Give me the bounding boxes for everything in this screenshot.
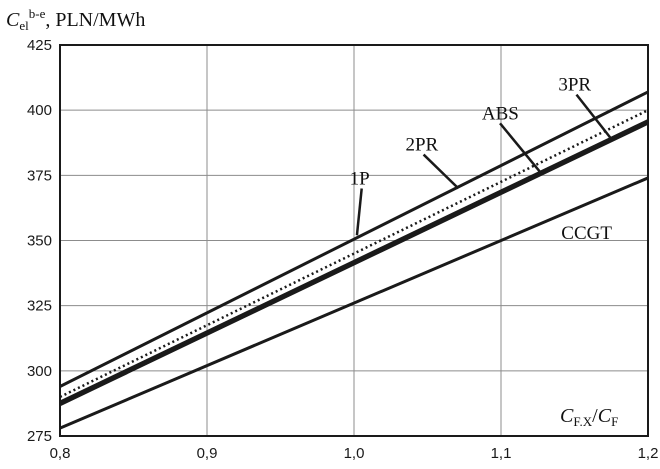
y-tick-label-325: 325 [27, 298, 52, 315]
x-tick-label-0-9: 0,9 [197, 445, 218, 462]
annotations: 3PR ABS 2PR 1P CCGT [350, 75, 613, 245]
y-axis-label: Celb-e, PLN/MWh [6, 6, 145, 33]
tick-labels: 0,8 0,9 1,0 1,1 1,2 275 300 325 350 375 400 425 [27, 37, 658, 462]
series-line-2pr [59, 119, 649, 404]
series-line-abs [59, 109, 649, 399]
annotation-leader-3pr [575, 93, 613, 140]
series-line-1p [59, 90, 649, 388]
annotation-ccgt: CCGT [561, 223, 612, 244]
plot-frame [59, 44, 649, 437]
annotation-leader-abs [499, 122, 542, 174]
x-axis-label: CF.X/CF [560, 405, 618, 429]
x-axis-label-sub2: F [611, 414, 618, 429]
annotation-abs: ABS [482, 103, 519, 124]
x-tick-label-1-1: 1,1 [491, 445, 512, 462]
y-tick-label-350: 350 [27, 233, 52, 250]
series-lines [59, 90, 649, 430]
y-tick-label-300: 300 [27, 363, 52, 380]
series-line-3pr [59, 121, 649, 407]
x-tick-label-0-8: 0,8 [50, 445, 71, 462]
x-axis-label-slash: / [592, 405, 598, 427]
y-axis-label-sup: b-e [29, 6, 46, 21]
annotation-3pr: 3PR [558, 75, 591, 96]
y-axis-label-unit: , PLN/MWh [45, 9, 145, 31]
annotation-1p: 1P [350, 168, 370, 189]
y-tick-label-375: 375 [27, 167, 52, 184]
y-axis-label-main: C [6, 9, 20, 31]
y-axis-label-sub: el [19, 18, 29, 33]
y-tick-label-400: 400 [27, 102, 52, 119]
annotation-2pr: 2PR [405, 135, 438, 156]
annotation-leader-2pr [422, 153, 460, 190]
y-tick-label-425: 425 [27, 37, 52, 54]
series-line-ccgt [59, 176, 649, 430]
x-tick-label-1-2: 1,2 [638, 445, 659, 462]
x-axis-label-sub: F.X [573, 414, 592, 429]
x-axis-label-main: C [560, 405, 574, 427]
y-tick-label-275: 275 [27, 428, 52, 445]
x-axis-label-main2: C [598, 405, 612, 427]
x-tick-label-1-0: 1,0 [344, 445, 365, 462]
annotation-leader-1p [355, 188, 363, 236]
